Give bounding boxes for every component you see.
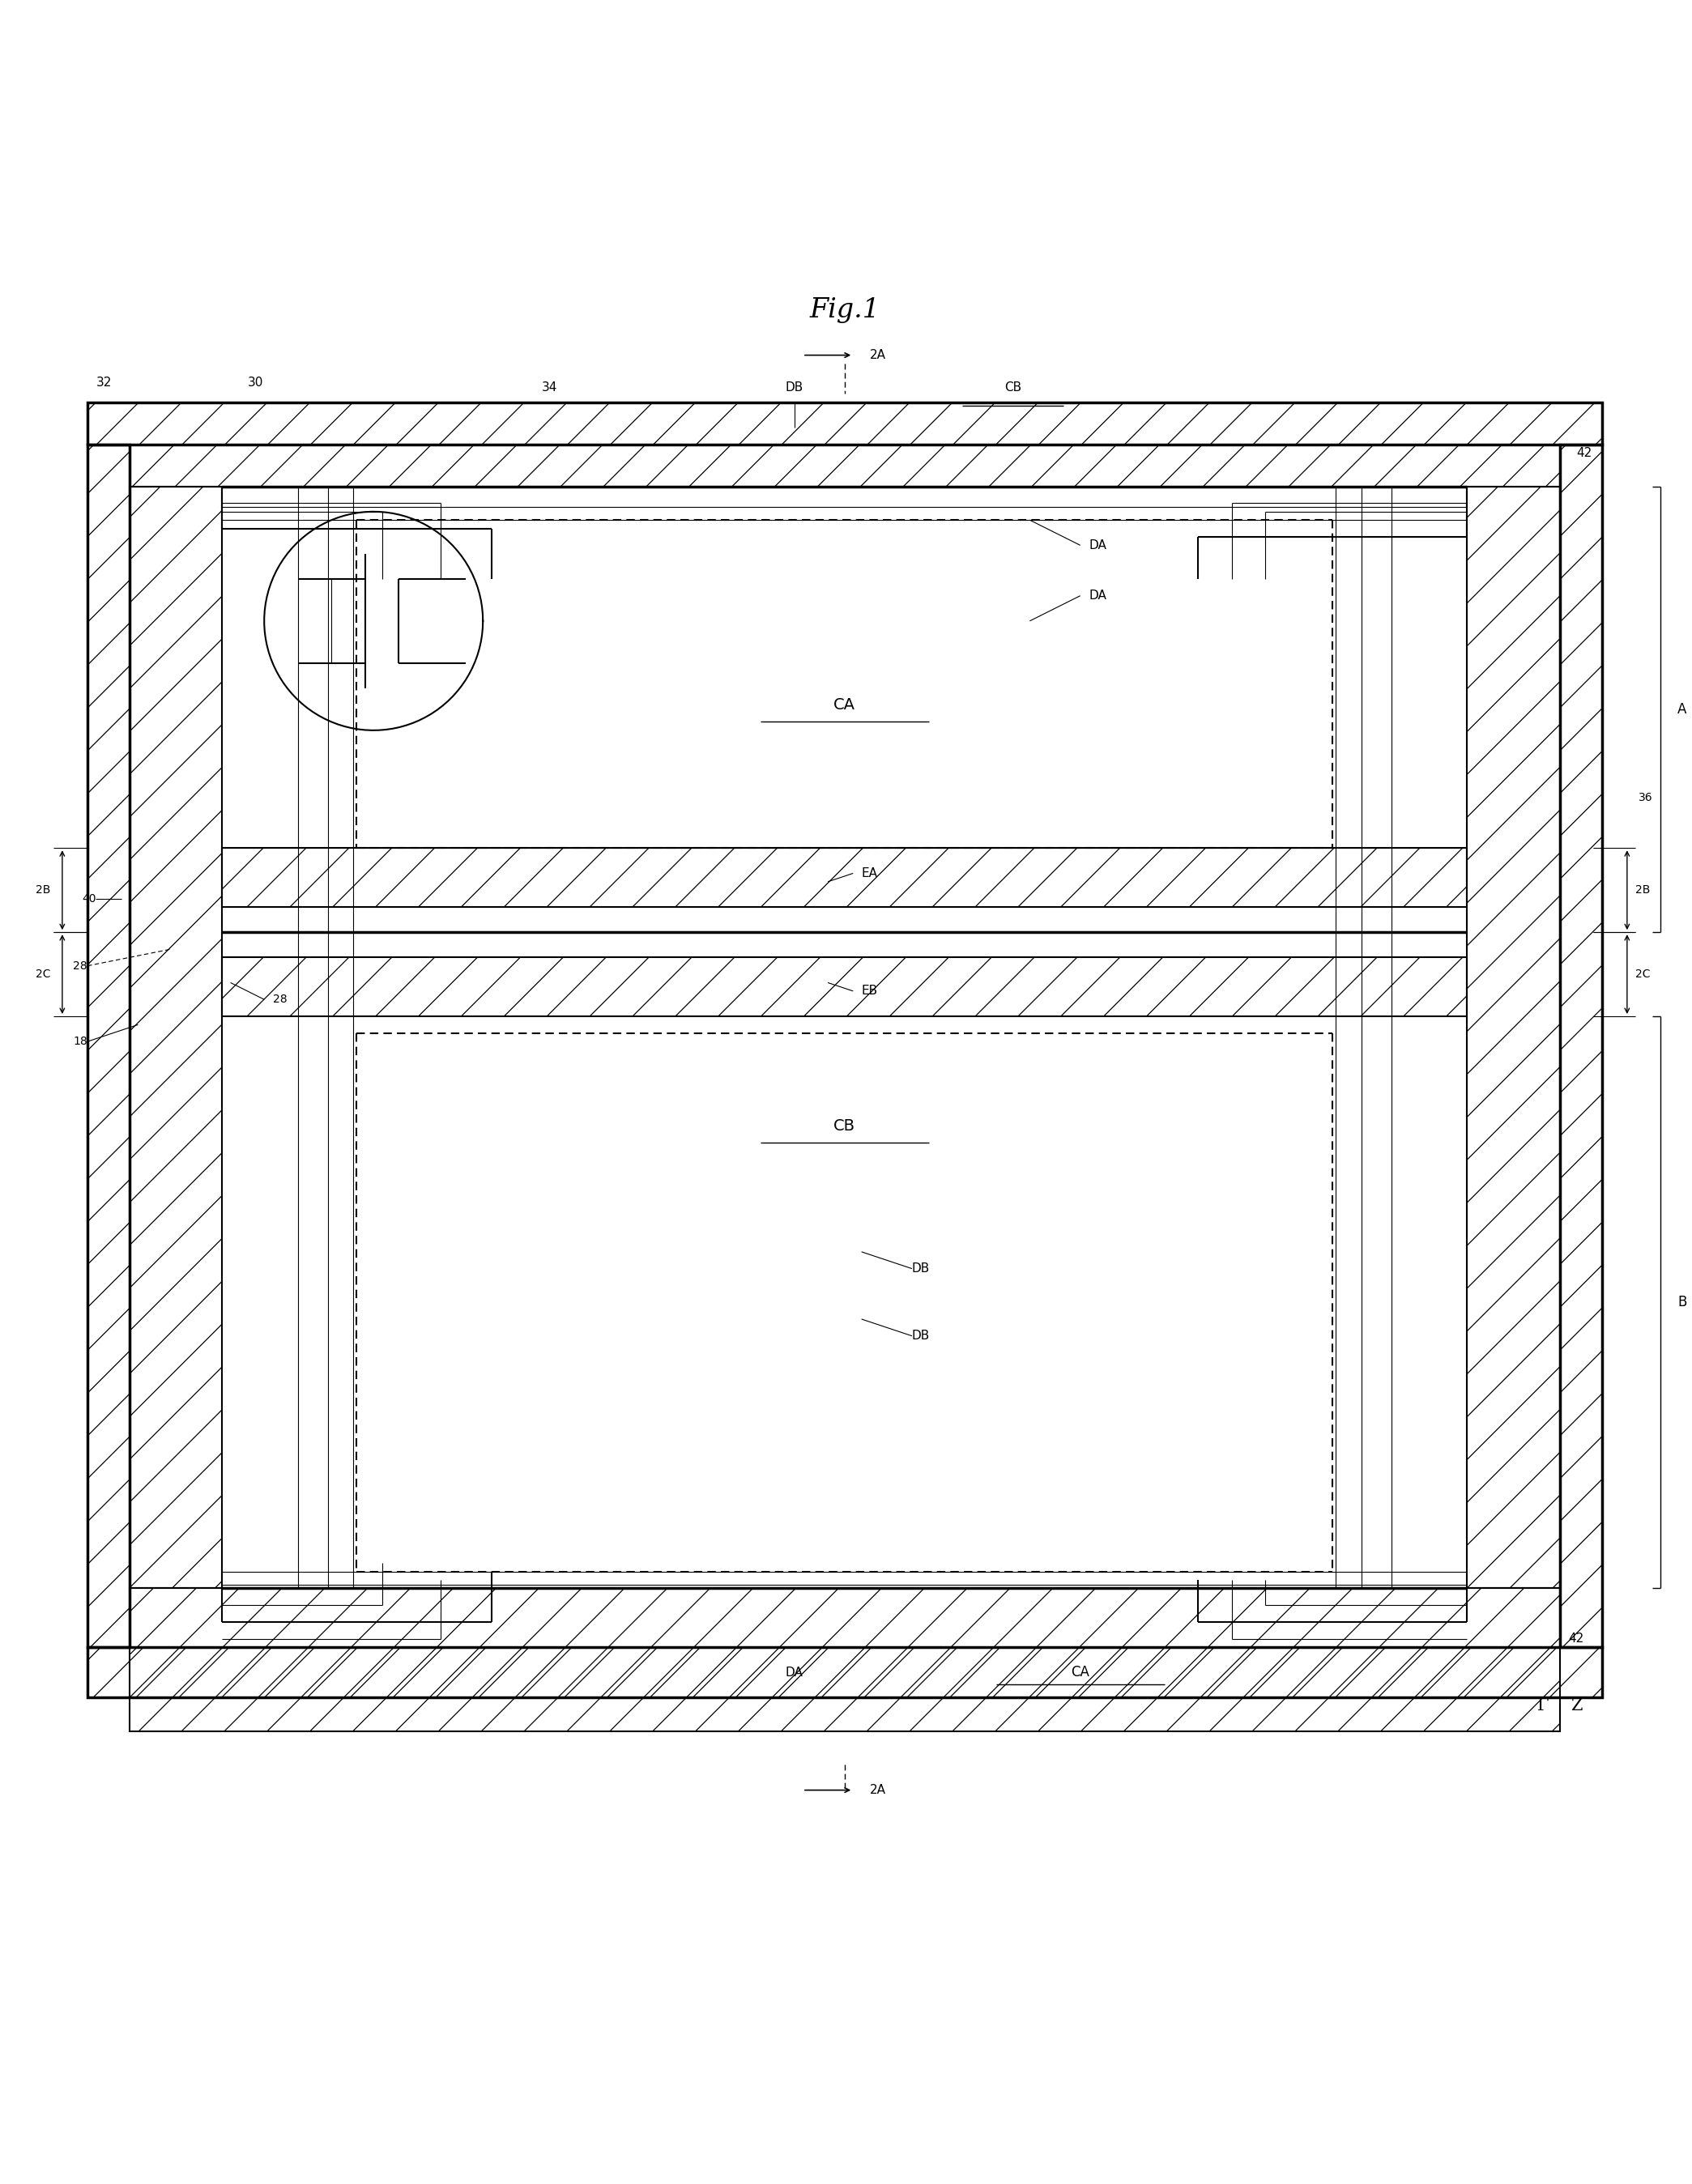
Text: CA: CA xyxy=(1071,1664,1090,1679)
Bar xyxy=(88,443,130,1647)
Text: A: A xyxy=(1677,701,1687,716)
Text: Fig.1: Fig.1 xyxy=(809,297,880,323)
Text: DA: DA xyxy=(1088,590,1107,603)
Text: CB: CB xyxy=(834,1118,856,1133)
Bar xyxy=(1560,443,1602,1647)
Text: DB: DB xyxy=(912,1330,931,1341)
Text: EA: EA xyxy=(861,867,878,880)
Bar xyxy=(130,1588,1560,1732)
Text: 18: 18 xyxy=(73,1035,88,1046)
Text: DA: DA xyxy=(785,1666,804,1679)
Text: 42: 42 xyxy=(1568,1634,1584,1645)
Bar xyxy=(88,1647,1602,1697)
Text: 2A: 2A xyxy=(870,349,887,360)
Text: EB: EB xyxy=(861,985,878,998)
Bar xyxy=(1467,487,1560,1588)
Text: DB: DB xyxy=(912,1262,931,1275)
Text: 30: 30 xyxy=(247,376,262,389)
Text: Γ: Γ xyxy=(1536,1699,1548,1714)
Bar xyxy=(222,847,1467,906)
Bar xyxy=(222,957,1467,1016)
Text: 2C: 2C xyxy=(36,968,51,981)
Text: 28: 28 xyxy=(73,961,88,972)
Text: CA: CA xyxy=(834,697,856,712)
Text: 36: 36 xyxy=(1640,793,1653,804)
Text: CB: CB xyxy=(1005,382,1022,393)
Text: 40: 40 xyxy=(81,893,96,904)
Bar xyxy=(130,487,222,1588)
Bar xyxy=(130,487,222,1588)
Text: 42: 42 xyxy=(1577,448,1592,459)
Bar xyxy=(88,1647,1602,1697)
Bar xyxy=(130,1588,1560,1732)
Text: 2B: 2B xyxy=(36,885,51,895)
Text: DA: DA xyxy=(1088,539,1107,550)
Text: 32: 32 xyxy=(96,376,112,389)
Bar xyxy=(88,402,1602,443)
Bar xyxy=(88,402,1602,443)
Text: 34: 34 xyxy=(541,382,557,393)
Bar xyxy=(1560,443,1602,1647)
Bar xyxy=(130,443,1560,487)
Text: 2C: 2C xyxy=(1636,968,1650,981)
Text: DB: DB xyxy=(785,382,804,393)
Bar xyxy=(222,957,1467,1016)
Bar xyxy=(130,443,1560,487)
Bar xyxy=(222,847,1467,906)
Text: B: B xyxy=(1677,1295,1687,1310)
Text: Z: Z xyxy=(1570,1699,1582,1714)
Bar xyxy=(88,443,130,1647)
Text: 2B: 2B xyxy=(1636,885,1650,895)
Bar xyxy=(1467,487,1560,1588)
Text: 2A: 2A xyxy=(870,1784,887,1795)
Text: 28: 28 xyxy=(272,994,288,1005)
